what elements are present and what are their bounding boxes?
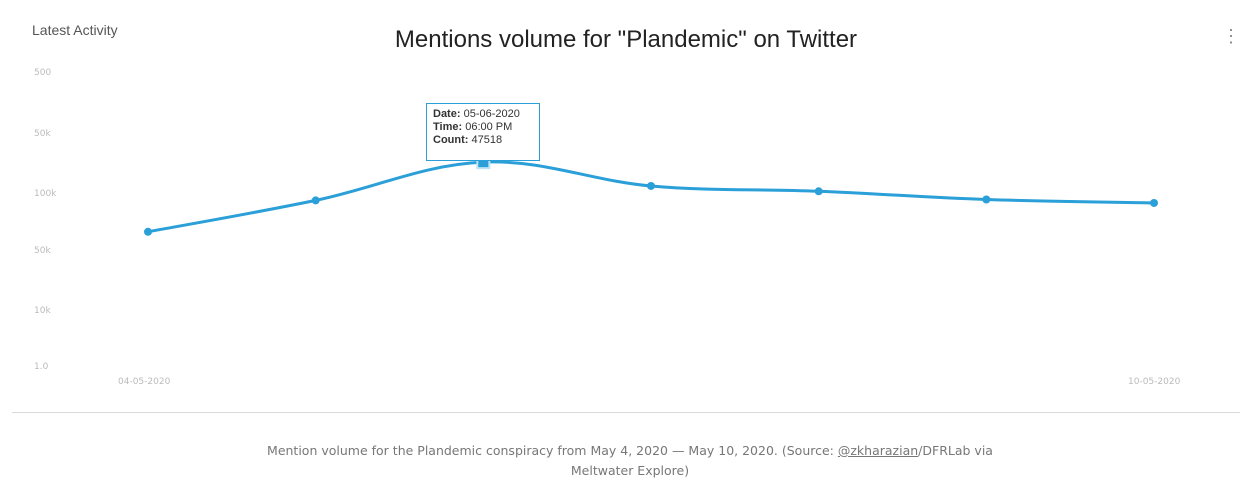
- x-tick-label: 10-05-2020: [1128, 377, 1181, 387]
- y-tick-label: 10k: [34, 306, 51, 316]
- tooltip-count: 47518: [471, 134, 503, 146]
- caption-line2: Meltwater Explore): [570, 463, 690, 478]
- y-tick-label: 100k: [34, 189, 57, 199]
- figure-caption: Mention volume for the Plandemic conspir…: [150, 441, 1110, 481]
- data-point[interactable]: [982, 195, 991, 204]
- caption-link[interactable]: @zkharazian: [837, 443, 919, 458]
- panel-title: Latest Activity: [32, 22, 118, 38]
- chart-card: Latest Activity Mentions volume for "Pla…: [12, 8, 1240, 413]
- tooltip-date-label: Date:: [433, 108, 461, 120]
- data-point[interactable]: [1150, 198, 1158, 207]
- data-point[interactable]: [144, 227, 152, 236]
- data-point[interactable]: [647, 181, 655, 190]
- caption-text-after: /DFRLab via: [918, 443, 993, 458]
- series-line: [147, 160, 1155, 234]
- y-tick-label: 50k: [34, 129, 51, 139]
- y-tick-label: 50k: [34, 246, 51, 256]
- line-chart: 1.0 10k 50k 100k 50k 500 04-05-2020 10-05-2020: [34, 68, 1181, 387]
- tooltip-time: 06:00 PM: [465, 121, 513, 133]
- tooltip-date: 05-06-2020: [463, 108, 520, 120]
- y-tick-label: 500: [34, 68, 51, 78]
- data-point[interactable]: [311, 196, 320, 205]
- data-point[interactable]: [814, 187, 823, 196]
- chart-title: Mentions volume for "Plandemic" on Twitt…: [394, 26, 858, 53]
- data-tooltip: Date: 05-06-2020 Time: 06:00 PM Count: 4…: [426, 103, 540, 161]
- caption-text: Mention volume for the Plandemic conspir…: [267, 443, 838, 458]
- x-tick-label: 04-05-2020: [118, 377, 171, 387]
- tooltip-time-label: Time:: [433, 121, 463, 133]
- y-tick-label: 1.0: [34, 362, 49, 372]
- tooltip-count-label: Count:: [433, 134, 469, 146]
